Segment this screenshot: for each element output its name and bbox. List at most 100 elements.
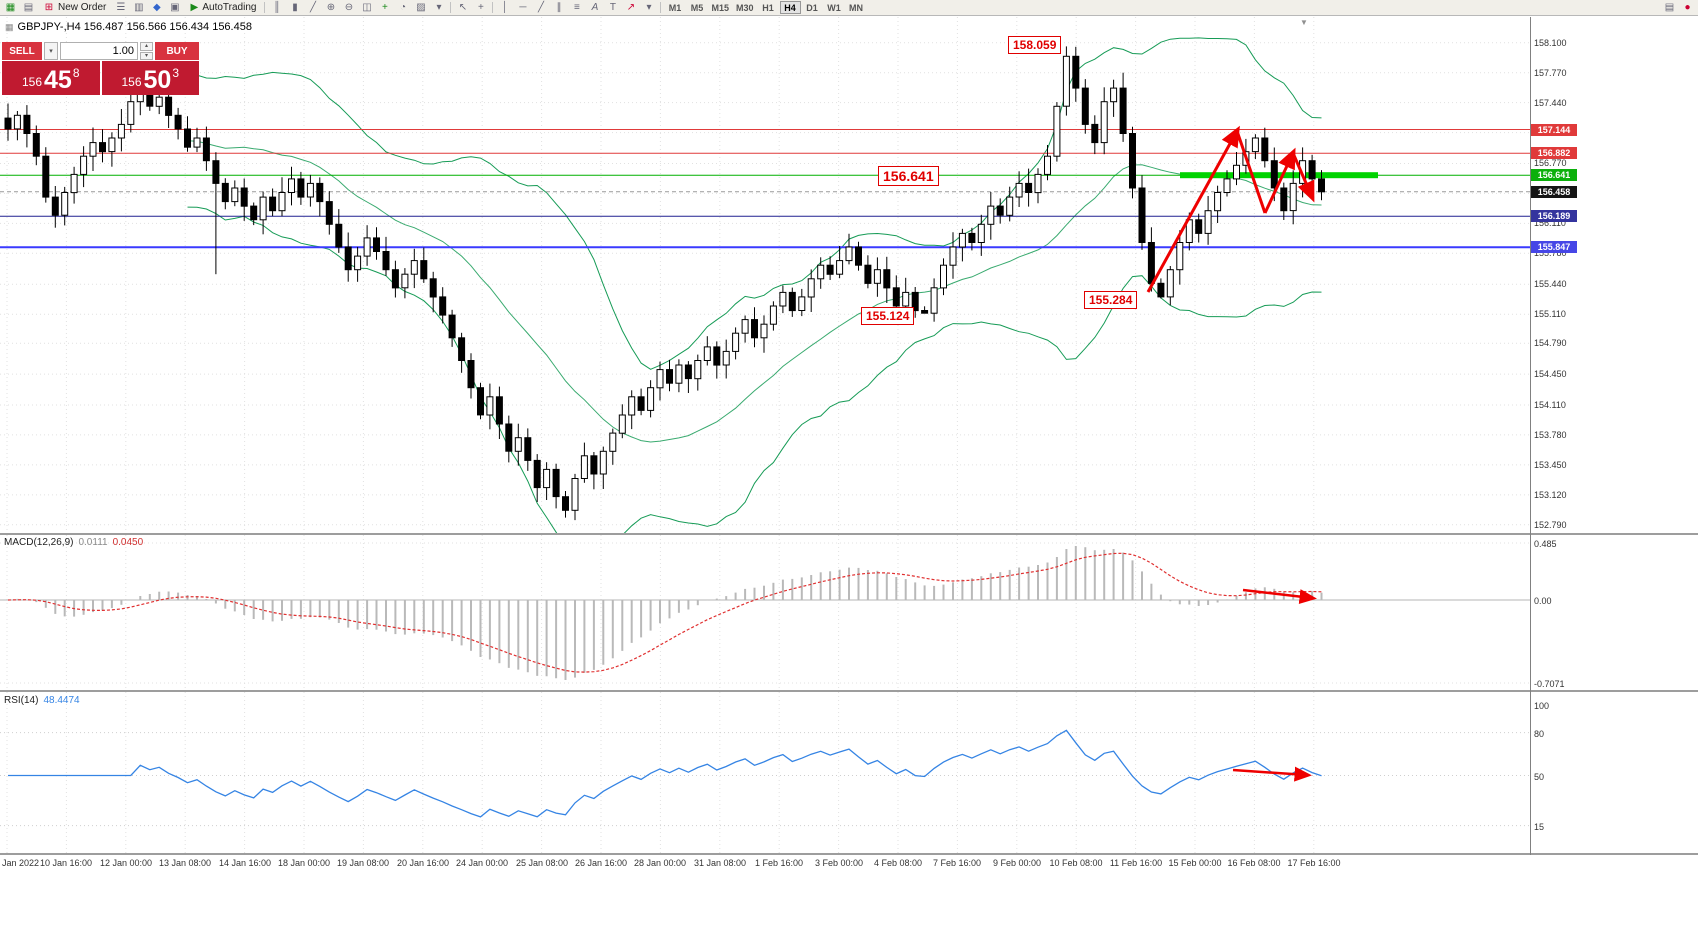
panel-splitter[interactable] [0,853,1698,855]
periods-icon[interactable]: ◔ [399,2,406,13]
time-axis-label: 12 Jan 00:00 [99,858,153,868]
new-chart-icon[interactable]: ▦ [5,2,16,13]
volume-up-icon[interactable]: ▴ [140,42,153,51]
timeframe-h4-button[interactable]: H4 [779,1,801,14]
rsi-axis-label: 80 [1534,729,1545,739]
time-axis-label: 28 Jan 00:00 [633,858,687,868]
sell-price-box[interactable]: 156 45 8 [2,61,100,95]
annotation-price-label[interactable]: 155.124 [861,307,915,325]
candlestick-chart-icon[interactable]: ▮ [292,2,298,13]
toolbar-divider [492,2,494,13]
buy-price-prefix: 156 [121,75,142,89]
price-axis-tick: 154.450 [1534,369,1567,379]
time-axis-label: 3 Feb 00:00 [814,858,864,868]
price-axis-tick: 155.780 [1534,248,1567,258]
price-axis-tick: 153.450 [1534,460,1567,470]
arrows-tool-icon[interactable]: ↗ [626,2,636,13]
horizontal-line-icon[interactable]: ─ [519,2,527,13]
sell-price-prefix: 156 [21,75,43,89]
time-axis-label: 14 Jan 16:00 [218,858,272,868]
cursor-icon[interactable]: ↖ [458,2,468,13]
buy-button[interactable]: BUY [155,42,199,60]
chart-symbol-icon: ▦ [5,21,14,32]
toolbar-divider [450,2,452,13]
price-axis-highlight-label: 156.189 [1531,210,1577,222]
volume-stepper[interactable]: ▴ ▾ [140,42,153,60]
line-chart-icon[interactable]: ╱ [309,2,316,13]
rsi-header: RSI(14) 48.4474 [4,695,80,706]
timeframe-m1-button[interactable]: M1 [664,1,685,14]
time-axis-label: 4 Feb 08:00 [873,858,923,868]
macd-panel[interactable] [0,535,1530,690]
order-type-dropdown[interactable]: ▾ [44,42,58,60]
price-axis-tick: 156.110 [1534,218,1566,228]
time-axis-label: 1 Feb 16:00 [754,858,804,868]
bar-chart-icon[interactable]: ║ [273,2,281,13]
macd-title: MACD(12,26,9) [4,537,74,548]
toolbar-divider [660,2,662,13]
arrows-dropdown-icon[interactable]: ▾ [646,2,652,13]
market-watch-icon[interactable]: ☰ [116,2,126,13]
price-axis-highlight-label: 156.882 [1531,147,1577,159]
main-toolbar: ▦ ▤ ⊞ New Order ☰ ▥ ◆ ▣ ▶ AutoTrading ║ … [0,0,1698,16]
timeframe-h1-button[interactable]: H1 [758,1,779,14]
annotation-price-label[interactable]: 156.641 [878,166,939,186]
rsi-axis-label: 100 [1534,701,1550,711]
time-axis-label: 17 Feb 16:00 [1287,858,1341,868]
symbol-ohlc-header: ▦ GBPJPY-,H4 156.487 156.566 156.434 156… [5,21,252,33]
time-axis-label: 13 Jan 08:00 [158,858,212,868]
rsi-panel[interactable] [0,692,1530,853]
profiles-icon[interactable]: ▤ [23,2,34,13]
chart-shift-marker-icon[interactable]: ▼ [1300,18,1308,27]
time-axis[interactable]: Jan 2022 10 Jan 16:00 12 Jan 00:00 13 Jan 0… [0,855,1698,872]
volume-input[interactable] [60,42,138,60]
price-axis-tick: 155.440 [1534,279,1567,289]
trendline-icon[interactable]: ╱ [537,2,544,13]
price-axis[interactable]: 0.485 0.00 -0.7071 100 80 50 15 158.100 1… [1530,17,1698,855]
data-window-icon[interactable]: ▥ [134,2,144,13]
indicators-icon[interactable]: + [382,2,388,13]
price-axis-tick: 154.110 [1534,400,1566,410]
macd-axis-label: 0.00 [1534,596,1552,606]
tile-windows-icon[interactable]: ◫ [362,2,372,13]
channel-icon[interactable]: ∥ [556,2,562,13]
timeframe-mn-button[interactable]: MN [846,1,867,14]
price-axis-tick: 157.440 [1534,98,1567,108]
price-axis-highlight-label: 157.144 [1531,124,1577,136]
sell-button[interactable]: SELL [2,42,42,60]
template-dropdown-icon[interactable]: ▾ [436,2,442,13]
fibonacci-icon[interactable]: ≡ [574,2,580,13]
annotation-price-label[interactable]: 158.059 [1008,36,1062,54]
panel-splitter[interactable] [0,533,1698,535]
timeframe-w1-button[interactable]: W1 [824,1,845,14]
volume-down-icon[interactable]: ▾ [140,51,153,60]
new-order-button[interactable]: ⊞ New Order [38,1,111,15]
timeframe-m30-button[interactable]: M30 [733,1,757,14]
timeframe-m5-button[interactable]: M5 [686,1,707,14]
panel-splitter[interactable] [0,690,1698,692]
time-axis-label: 9 Feb 00:00 [992,858,1042,868]
price-chart[interactable] [0,17,1530,533]
annotation-price-label[interactable]: 155.284 [1084,291,1138,309]
autotrading-button[interactable]: ▶ AutoTrading [184,1,261,15]
terminal-icon[interactable]: ▣ [170,2,180,13]
label-tool-icon[interactable]: T [609,2,617,13]
buy-price-box[interactable]: 156 50 3 [101,61,199,95]
timeframe-m15-button[interactable]: M15 [708,1,732,14]
price-axis-tick: 153.780 [1534,430,1567,440]
time-axis-label: 25 Jan 08:00 [515,858,569,868]
time-axis-label: 11 Feb 16:00 [1109,858,1163,868]
autotrading-play-icon: ▶ [190,2,199,13]
vertical-line-icon[interactable]: │ [501,2,509,13]
zoom-in-icon[interactable]: ⊕ [326,2,336,13]
crosshair-icon[interactable]: + [478,2,484,13]
timeframe-d1-button[interactable]: D1 [802,1,823,14]
template-icon[interactable]: ▨ [416,2,426,13]
text-tool-icon[interactable]: A [591,2,599,13]
price-axis-highlight-label: 156.641 [1531,169,1577,181]
navigator-icon[interactable]: ◆ [153,2,161,13]
panel-icon[interactable]: ▤ [1664,2,1675,13]
toolbar-divider [264,2,266,13]
alert-icon[interactable]: ● [1684,2,1691,13]
zoom-out-icon[interactable]: ⊖ [344,2,354,13]
